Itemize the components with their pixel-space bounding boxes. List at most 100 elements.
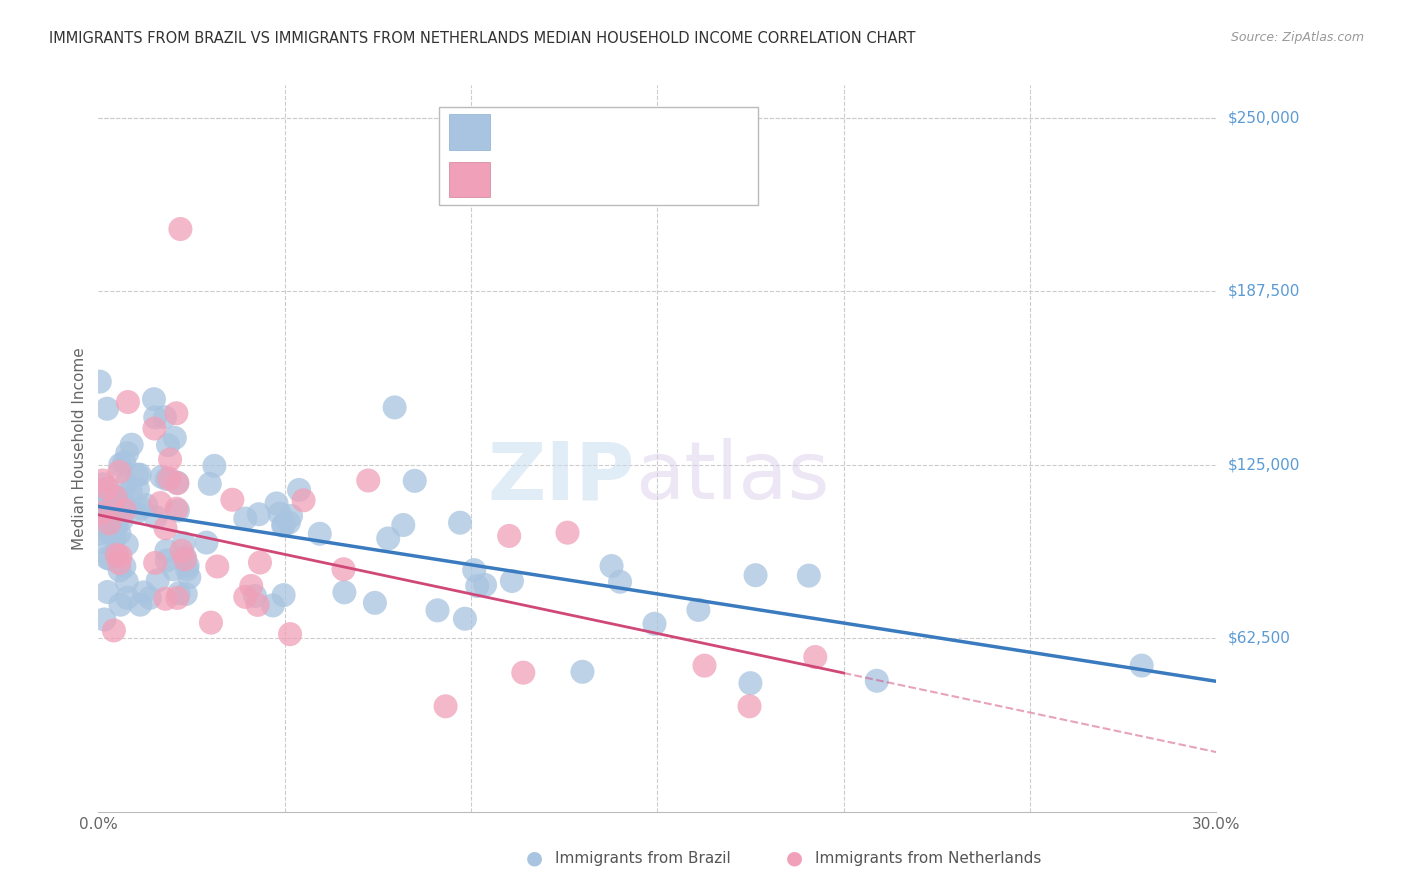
Point	[156, 553, 179, 567]
Point	[127, 467, 149, 482]
Point	[176, 562, 198, 576]
Point	[91, 483, 114, 498]
Point	[377, 532, 399, 546]
Point	[103, 508, 125, 523]
Point	[111, 513, 134, 527]
Text: $62,500: $62,500	[1227, 631, 1291, 646]
Text: Source: ZipAtlas.com: Source: ZipAtlas.com	[1230, 31, 1364, 45]
Point	[271, 518, 294, 533]
Point	[93, 506, 115, 520]
Point	[110, 598, 132, 612]
Point	[498, 529, 520, 543]
Point	[744, 568, 766, 582]
Point	[738, 699, 761, 714]
Point	[465, 579, 488, 593]
Point	[87, 527, 110, 541]
Point	[98, 516, 121, 531]
Point	[280, 508, 302, 523]
Point	[89, 508, 111, 522]
Point	[392, 518, 415, 533]
Point	[176, 558, 198, 573]
Point	[143, 556, 166, 570]
Point	[166, 475, 188, 490]
Point	[129, 598, 152, 612]
Point	[198, 476, 221, 491]
Point	[115, 476, 138, 491]
Point	[96, 401, 118, 416]
Point	[249, 556, 271, 570]
Point	[91, 474, 114, 488]
Point	[110, 549, 132, 563]
Point	[149, 496, 172, 510]
Point	[262, 599, 284, 613]
Point	[155, 521, 177, 535]
Point	[173, 549, 195, 564]
Point	[139, 591, 162, 605]
Point	[163, 562, 186, 576]
Point	[155, 591, 177, 606]
Text: $250,000: $250,000	[1227, 111, 1299, 126]
Point	[308, 526, 330, 541]
Point	[404, 474, 426, 488]
Point	[96, 585, 118, 599]
Text: $187,500: $187,500	[1227, 284, 1299, 299]
Point	[173, 536, 195, 550]
Point	[153, 410, 176, 425]
Point	[108, 563, 131, 577]
Point	[121, 438, 143, 452]
Point	[157, 438, 180, 452]
Point	[600, 559, 623, 574]
Point	[202, 458, 225, 473]
Y-axis label: Median Household Income: Median Household Income	[72, 347, 87, 549]
Point	[93, 612, 115, 626]
Point	[804, 650, 827, 665]
Point	[233, 590, 256, 604]
Point	[207, 559, 229, 574]
Point	[129, 501, 152, 516]
Point	[169, 222, 191, 236]
Point	[221, 492, 243, 507]
Point	[1130, 658, 1153, 673]
Point	[278, 627, 301, 641]
Point	[105, 518, 128, 533]
Point	[112, 455, 135, 469]
Point	[571, 665, 593, 679]
Point	[240, 579, 263, 593]
Point	[332, 562, 354, 576]
Point	[333, 585, 356, 599]
Point	[167, 503, 190, 517]
Point	[246, 598, 269, 612]
Point	[797, 568, 820, 582]
Point	[128, 467, 150, 482]
Point	[112, 496, 135, 510]
Point	[143, 421, 166, 435]
Point	[105, 516, 128, 531]
Point	[105, 548, 128, 562]
Point	[93, 489, 115, 503]
Point	[156, 472, 179, 486]
Point	[166, 476, 188, 491]
Point	[167, 586, 190, 600]
Point	[688, 603, 710, 617]
Point	[357, 474, 380, 488]
Point	[609, 574, 631, 589]
Point	[384, 401, 406, 415]
Point	[120, 483, 142, 498]
Point	[89, 500, 111, 514]
Point	[269, 507, 291, 521]
Point	[135, 498, 157, 512]
Point	[557, 525, 579, 540]
Point	[463, 563, 485, 577]
Point	[94, 491, 117, 506]
Point	[89, 375, 111, 389]
Point	[166, 591, 188, 605]
Point	[115, 574, 138, 589]
Point	[150, 470, 173, 484]
Point	[163, 431, 186, 445]
Point	[132, 585, 155, 599]
Point	[266, 496, 288, 510]
Point	[233, 511, 256, 525]
Point	[474, 578, 496, 592]
Point	[108, 465, 131, 479]
Text: $125,000: $125,000	[1227, 458, 1299, 473]
